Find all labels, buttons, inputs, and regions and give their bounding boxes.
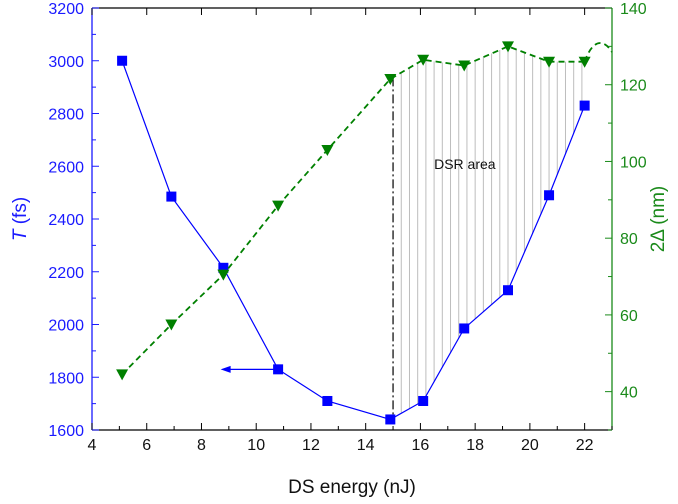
series-delta-point (502, 41, 514, 53)
series-t-point (459, 323, 470, 334)
series-t-point (166, 191, 177, 202)
y-right-tick-label: 140 (620, 1, 647, 18)
y-right-tick-label: 120 (620, 78, 647, 95)
x-axis-title: DS energy (nJ) (288, 477, 416, 498)
y-left-tick-label: 2000 (48, 318, 84, 335)
tick-labels: 4 6 8 10 12 14 16 18 20 22 1600 1800 2000 2200 2400 260… (48, 1, 646, 454)
y-left-axis-symbol: T (10, 228, 31, 241)
series-delta-point (417, 54, 430, 66)
series-delta-point (272, 200, 285, 212)
y-left-tick-label: 2600 (48, 159, 84, 176)
series-t-point (579, 100, 590, 111)
x-tick-label: 12 (302, 437, 320, 454)
x-tick-label: 22 (576, 437, 594, 454)
y-right-tick-label: 60 (620, 308, 638, 325)
series-t-point (544, 190, 555, 201)
series-delta-point (116, 369, 129, 381)
y-left-tick-label: 3200 (48, 1, 84, 18)
series-t-point (218, 262, 229, 273)
x-tick-label: 14 (357, 437, 375, 454)
x-tick-label: 10 (247, 437, 265, 454)
series-layer (116, 41, 613, 425)
series-t-line (121, 60, 586, 421)
left-axis-arrowhead (220, 365, 231, 373)
x-tick-label: 6 (142, 437, 151, 454)
series-delta-point (384, 73, 397, 85)
series-t-point (418, 395, 429, 406)
y-left-tick-label: 2200 (48, 265, 84, 282)
dsr-area-label: DSR area (434, 156, 496, 172)
series-t-point (385, 414, 396, 425)
series-t-point (503, 285, 513, 296)
y-left-tick-label: 2800 (48, 107, 84, 124)
series-delta-point (458, 60, 471, 72)
series-delta-point (165, 319, 178, 331)
y-left-axis-title: T (fs) (10, 197, 31, 241)
series-t-point (273, 364, 284, 375)
y-right-tick-label: 40 (620, 385, 638, 402)
series-delta-point (578, 56, 591, 68)
y-right-tick-label: 80 (620, 231, 638, 248)
y-right-tick-label: 100 (620, 154, 647, 171)
series-delta-point (321, 144, 334, 156)
y-left-tick-label: 2400 (48, 212, 84, 229)
x-tick-label: 20 (521, 437, 539, 454)
series-delta-line (121, 45, 585, 376)
dsr-hatch-region (400, 46, 583, 414)
x-tick-label: 16 (412, 437, 430, 454)
x-tick-label: 18 (466, 437, 484, 454)
series-delta-point (217, 269, 230, 281)
y-right-axis-title: 2Δ (nm) (648, 186, 669, 253)
series-delta-point (543, 56, 556, 68)
axes (91, 7, 613, 431)
y-left-tick-label: 1600 (48, 423, 84, 440)
y-left-tick-label: 1800 (48, 370, 84, 387)
y-left-axis-unit: (fs) (10, 197, 31, 230)
series-t-point (117, 55, 128, 66)
series-t-point (322, 395, 333, 406)
x-tick-label: 8 (197, 437, 206, 454)
y-left-tick-label: 3000 (48, 54, 84, 71)
series-delta-tail (583, 42, 613, 63)
x-tick-label: 4 (88, 437, 97, 454)
